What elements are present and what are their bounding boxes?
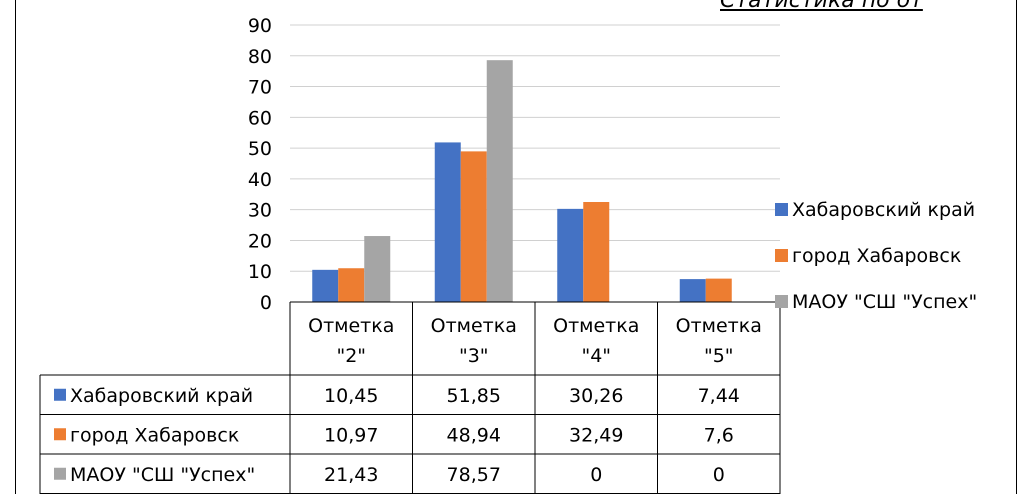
data-label: 0 xyxy=(713,464,725,486)
table-series-label: Хабаровский край xyxy=(70,385,253,407)
bar xyxy=(705,278,732,302)
bar xyxy=(460,151,487,302)
x-tick-label: "4" xyxy=(581,345,611,367)
y-tick-label: 60 xyxy=(248,107,272,129)
data-label: 10,97 xyxy=(324,424,378,446)
y-tick-label: 80 xyxy=(248,46,272,68)
data-label: 0 xyxy=(590,464,602,486)
frame-right-border xyxy=(1016,0,1017,494)
y-tick-label: 50 xyxy=(248,138,272,160)
x-tick-label: Отметка xyxy=(676,315,762,337)
legend-label: город Хабаровск xyxy=(792,245,961,267)
y-tick-label: 0 xyxy=(260,292,272,314)
x-tick-label: "3" xyxy=(459,345,489,367)
data-label: 51,85 xyxy=(447,385,501,407)
data-label: 32,49 xyxy=(569,424,623,446)
bar xyxy=(434,142,461,302)
legend-swatch xyxy=(775,295,788,308)
data-label: 10,45 xyxy=(324,385,378,407)
data-label: 7,44 xyxy=(698,385,740,407)
page-header-fragment: Статистика по от xyxy=(720,0,923,13)
x-tick-label: Отметка xyxy=(431,315,517,337)
x-tick-label: Отметка xyxy=(553,315,639,337)
y-tick-label: 70 xyxy=(248,77,272,99)
data-label: 21,43 xyxy=(324,464,378,486)
legend-label: МАОУ "СШ "Успех" xyxy=(792,291,977,313)
table-legend-key xyxy=(54,428,66,441)
bar xyxy=(583,202,610,302)
bar xyxy=(338,268,365,302)
table-legend-key xyxy=(54,388,66,401)
bar xyxy=(312,269,339,302)
frame-left-border xyxy=(15,0,16,494)
data-label: 48,94 xyxy=(447,424,501,446)
x-tick-label: "2" xyxy=(336,345,366,367)
x-tick-label: "5" xyxy=(704,345,734,367)
y-tick-label: 90 xyxy=(248,15,272,37)
y-tick-label: 40 xyxy=(248,169,272,191)
data-label: 78,57 xyxy=(447,464,501,486)
data-label: 30,26 xyxy=(569,385,623,407)
bar xyxy=(486,60,513,302)
bar xyxy=(679,279,706,302)
legend-swatch xyxy=(775,203,788,216)
y-tick-label: 30 xyxy=(248,200,272,222)
data-label: 7,6 xyxy=(704,424,734,446)
table-legend-key xyxy=(54,467,66,480)
table-series-label: МАОУ "СШ "Успех" xyxy=(70,464,255,486)
y-tick-label: 10 xyxy=(248,261,272,283)
legend-label: Хабаровский край xyxy=(792,199,975,221)
bar xyxy=(364,236,391,302)
x-tick-label: Отметка xyxy=(308,315,394,337)
bar xyxy=(557,208,584,302)
table-series-label: город Хабаровск xyxy=(70,424,239,446)
legend-swatch xyxy=(775,249,788,262)
y-tick-label: 20 xyxy=(248,230,272,252)
